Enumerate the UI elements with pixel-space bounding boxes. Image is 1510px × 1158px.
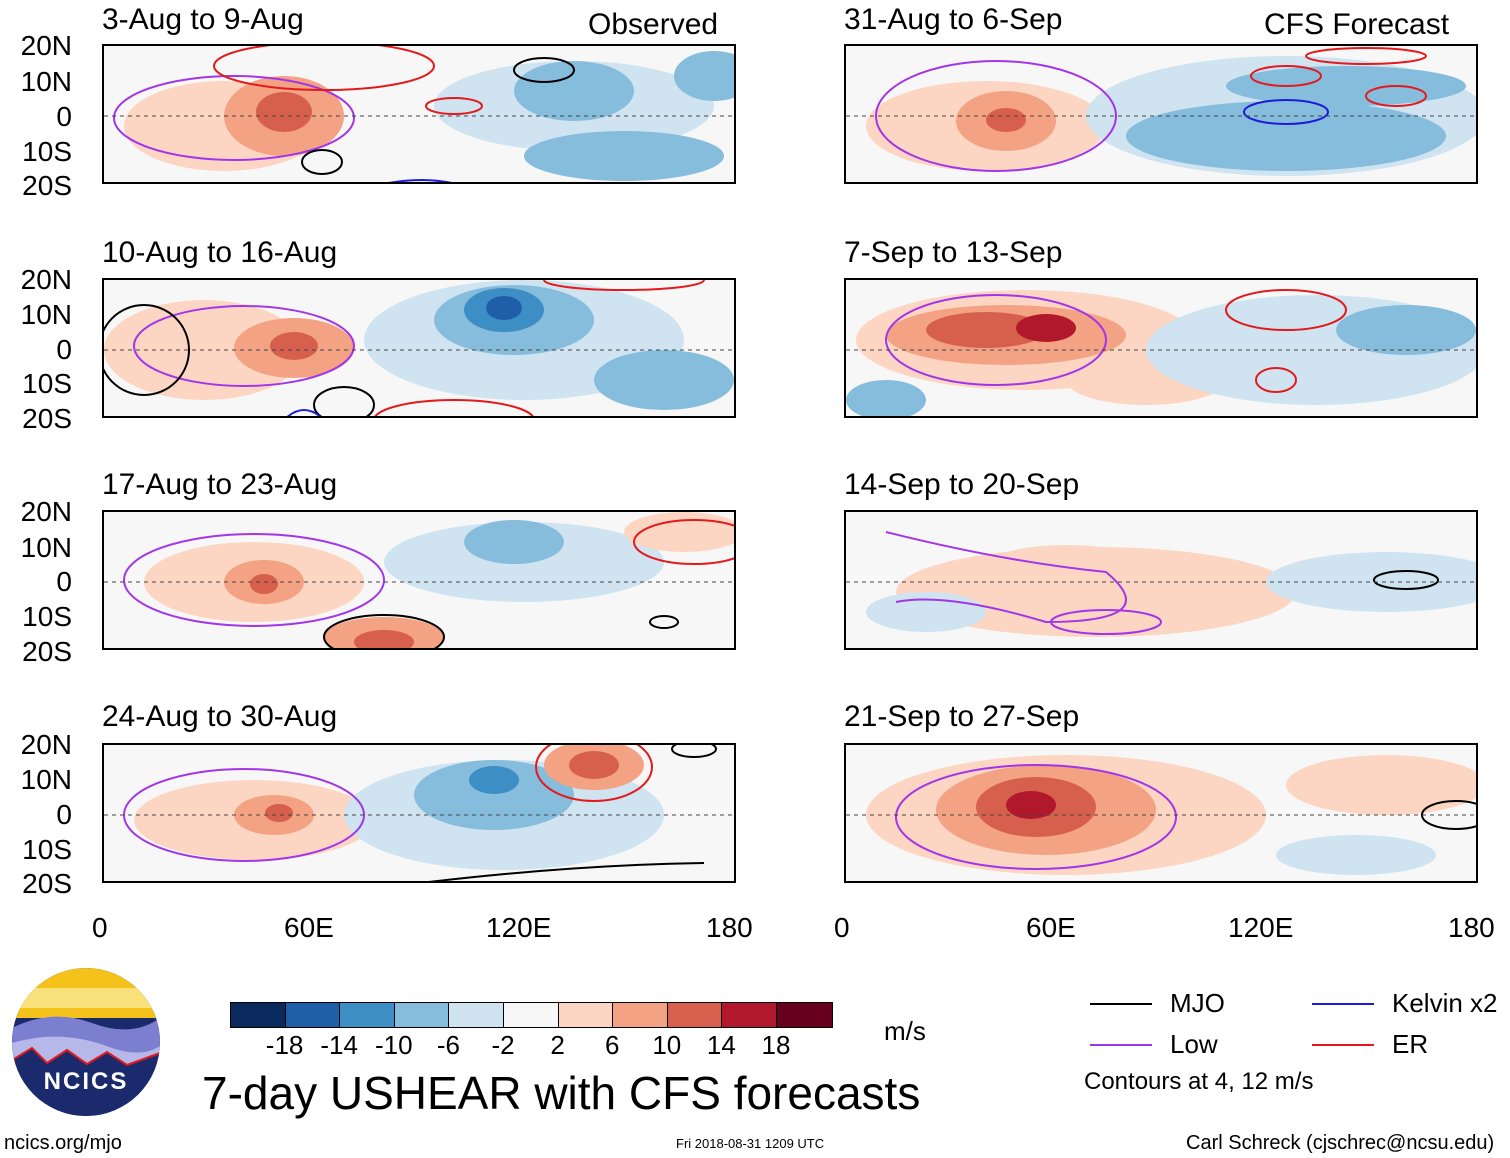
lat-label: 10N (20, 764, 72, 795)
colorbar (230, 1002, 833, 1028)
map-panel-fc-2 (844, 278, 1478, 418)
colorbar-swatch (285, 1003, 341, 1027)
map-panel-obs-3 (102, 510, 736, 650)
ncics-logo: NCICS (12, 968, 160, 1116)
panel-title-fc-1: 31-Aug to 6-Sep (844, 3, 1063, 36)
lat-label: 10S (22, 136, 72, 167)
colorbar-swatch (667, 1003, 723, 1027)
colorbar-tick-label: -2 (491, 1030, 515, 1060)
colorbar-swatch (449, 1003, 504, 1027)
contour-note: Contours at 4, 12 m/s (1084, 1068, 1314, 1095)
footer-timestamp: Fri 2018-08-31 1209 UTC (676, 1136, 825, 1151)
lon-label: 120E (1228, 912, 1294, 943)
colorbar-tick-label: -18 (265, 1030, 304, 1060)
legend-label-er: ER (1392, 1029, 1429, 1059)
footer-author: Carl Schreck (cjschrec@ncsu.edu) (1186, 1132, 1495, 1154)
forecast-column-title: CFS Forecast (1264, 8, 1450, 41)
map-panel-obs-4 (102, 743, 736, 883)
lon-label: 120E (486, 912, 552, 943)
lat-label: 20N (20, 496, 72, 527)
colorbar-tick-label: -14 (320, 1030, 358, 1060)
map-panel-fc-3 (844, 510, 1478, 650)
lat-label: 20S (22, 403, 72, 434)
lat-label: 0 (56, 566, 72, 597)
lat-label: 20S (22, 868, 72, 899)
colorbar-swatch (394, 1003, 450, 1027)
map-panel-fc-4 (844, 743, 1478, 883)
legend-line-low (1090, 1044, 1152, 1046)
colorbar-tick-label: 6 (604, 1030, 620, 1060)
colorbar-swatch (776, 1003, 832, 1027)
colorbar-tick-label: -10 (375, 1030, 413, 1060)
main-title: 7-day USHEAR with CFS forecasts (202, 1067, 921, 1119)
lat-label: 20N (20, 30, 72, 61)
legend-line-mjo (1090, 1003, 1152, 1005)
lat-label: 20S (22, 170, 72, 201)
legend-label-kelvin: Kelvin x2 (1392, 988, 1498, 1018)
colorbar-units: m/s (884, 1016, 926, 1046)
panel-title-fc-3: 14-Sep to 20-Sep (844, 468, 1080, 501)
lon-label: 60E (284, 912, 334, 943)
lat-label: 0 (56, 101, 72, 132)
lon-label: 0 (834, 912, 850, 943)
lat-label: 10S (22, 368, 72, 399)
lat-label: 10S (22, 601, 72, 632)
map-panel-fc-1 (844, 44, 1478, 184)
legend-line-er (1312, 1044, 1374, 1046)
panel-title-fc-4: 21-Sep to 27-Sep (844, 700, 1080, 733)
lat-label: 20N (20, 729, 72, 760)
lat-label: 0 (56, 799, 72, 830)
panel-title-obs-3: 17-Aug to 23-Aug (102, 468, 338, 501)
lon-label: 180 (706, 912, 753, 943)
lat-label: 10N (20, 532, 72, 563)
colorbar-swatch (231, 1003, 286, 1027)
lat-label: 0 (56, 334, 72, 365)
lat-label: 10S (22, 834, 72, 865)
legend-label-mjo: MJO (1170, 988, 1225, 1018)
colorbar-tick-label: 14 (706, 1030, 736, 1060)
footer-url: ncics.org/mjo (4, 1132, 122, 1154)
colorbar-swatch (613, 1003, 668, 1027)
panel-title-fc-2: 7-Sep to 13-Sep (844, 236, 1063, 269)
observed-column-title: Observed (588, 8, 719, 41)
lat-label: 10N (20, 66, 72, 97)
colorbar-tick-label: 18 (761, 1030, 791, 1060)
lon-label: 180 (1448, 912, 1495, 943)
legend-label-low: Low (1170, 1029, 1218, 1059)
colorbar-swatch (503, 1003, 559, 1027)
lat-label: 20S (22, 636, 72, 667)
colorbar-tick-label: 10 (652, 1030, 682, 1060)
map-panel-obs-1 (102, 44, 736, 184)
map-panel-obs-2 (102, 278, 736, 418)
panel-title-obs-2: 10-Aug to 16-Aug (102, 236, 338, 269)
panel-title-obs-4: 24-Aug to 30-Aug (102, 700, 338, 733)
lon-label: 60E (1026, 912, 1076, 943)
colorbar-tick-label: 2 (550, 1030, 565, 1060)
lat-label: 20N (20, 264, 72, 295)
logo-text: NCICS (43, 1068, 129, 1095)
colorbar-swatch (558, 1003, 614, 1027)
legend-line-kelvin (1312, 1003, 1374, 1005)
colorbar-tick-label: -6 (436, 1030, 460, 1060)
colorbar-swatch (340, 1003, 395, 1027)
colorbar-swatch (722, 1003, 777, 1027)
lon-label: 0 (92, 912, 108, 943)
panel-title-obs-1: 3-Aug to 9-Aug (102, 3, 304, 36)
lat-label: 10N (20, 299, 72, 330)
